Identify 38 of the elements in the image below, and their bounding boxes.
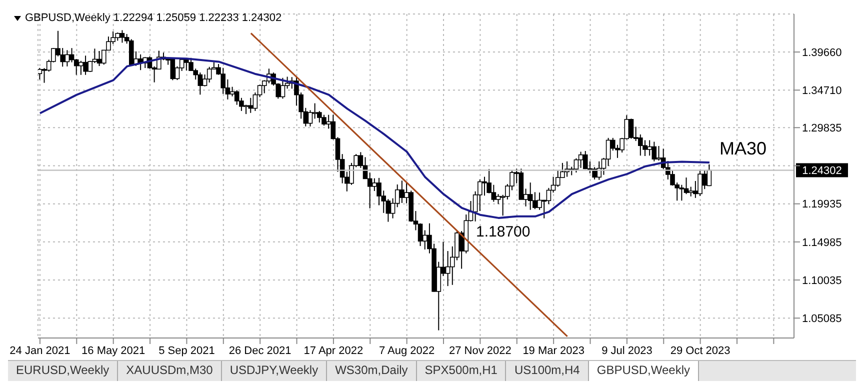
x-tick-label: 27 Nov 2022 [449,344,512,357]
y-tick-label: 1.39660 [802,46,842,59]
line-series [38,56,710,219]
y-tick-label: 1.14985 [802,236,842,249]
x-tick-label: 29 Oct 2023 [670,344,730,357]
candlestick [528,182,533,210]
chart-title: GBPUSD,Weekly 1.22294 1.25059 1.22233 1.24302 [25,12,282,24]
x-tick-label: 9 Jul 2023 [602,344,652,357]
annotation: 1.18700 [476,224,530,241]
text: WS30m,Daily [327,361,417,381]
text: GBPUSD,Weekly [588,361,699,381]
y-tick-label: 1.34710 [802,85,842,98]
y-tick-label: 1.05085 [802,313,842,326]
x-tick-label: 24 Jan 2021 [10,344,70,357]
candlestick [582,150,588,170]
x-tick-label: 17 Apr 2022 [304,344,364,357]
x-tick-label: 16 May 2021 [82,344,146,357]
candlestick [684,177,689,195]
text: USDJPY,Weekly [222,361,328,381]
candlestick [496,194,501,205]
ref-line-label: 1.24302 [802,165,842,178]
text: SPX500m,H1 [416,361,506,381]
text: US100m,H4 [506,361,589,381]
candlestick [206,66,212,83]
text: EURUSD,Weekly [8,361,118,381]
candlestick [628,118,634,140]
x-tick-label: 5 Sep 2021 [158,344,215,357]
y-tick-label: 1.19935 [802,198,842,211]
text: XAUUSDm,M30 [118,361,222,381]
x-tick-label: 7 Aug 2022 [378,344,435,357]
x-tick-label: 19 Mar 2023 [522,344,584,357]
y-tick-label: 1.29835 [802,122,842,135]
series-label: MA30 [719,138,767,159]
candlestick [38,67,42,80]
candlestick [418,222,423,247]
x-tick-label: 26 Dec 2021 [228,344,292,357]
candlestick [688,186,694,197]
y-tick-label: 1.10035 [802,274,842,287]
